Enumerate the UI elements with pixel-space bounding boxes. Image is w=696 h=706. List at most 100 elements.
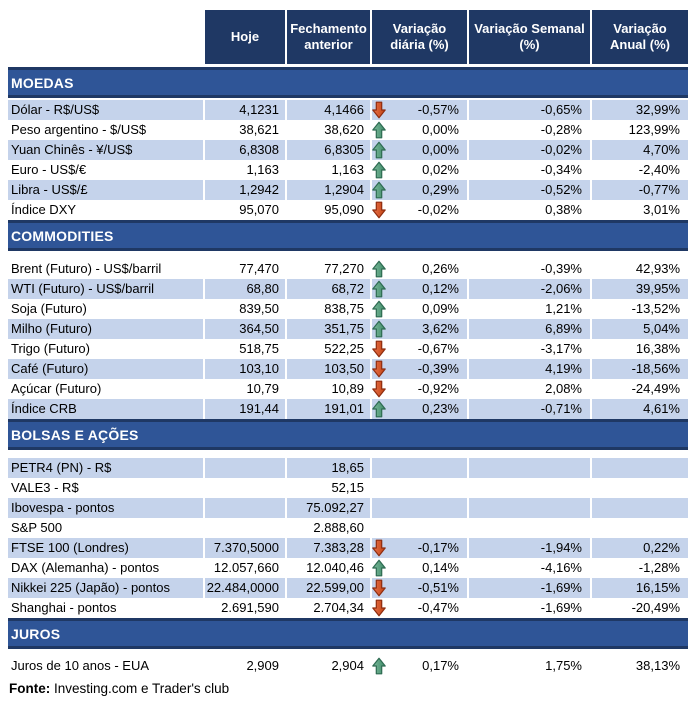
down-arrow-icon (372, 599, 386, 617)
table-row: Índice CRB 191,44 191,01 0,23% -0,71% 4,… (8, 399, 688, 419)
variacao-diaria-value: -0,39% (417, 361, 459, 376)
row-label: Yuan Chinês - ¥/US$ (8, 140, 203, 160)
cell-variacao-diaria (370, 478, 467, 498)
cell-variacao-anual: -20,49% (590, 598, 688, 618)
trend-arrow-slot (372, 478, 391, 498)
cell-variacao-semanal: -0,39% (467, 259, 590, 279)
cell-variacao-diaria: 0,00% (370, 120, 467, 140)
row-label: Dólar - R$/US$ (8, 100, 203, 120)
trend-arrow-slot (372, 578, 391, 598)
cell-variacao-diaria: -0,67% (370, 339, 467, 359)
table-body: MOEDAS Dólar - R$/US$ 4,1231 4,1466 -0,5… (8, 67, 688, 676)
cell-variacao-semanal (467, 518, 590, 538)
cell-variacao-diaria: -0,57% (370, 100, 467, 120)
cell-hoje: 12.057,660 (203, 558, 285, 578)
cell-variacao-anual: 4,61% (590, 399, 688, 419)
table-row: FTSE 100 (Londres) 7.370,5000 7.383,28 -… (8, 538, 688, 558)
cell-hoje (203, 478, 285, 498)
up-arrow-icon (372, 559, 386, 577)
row-label: Soja (Futuro) (11, 301, 87, 316)
trend-arrow-slot (372, 458, 391, 478)
column-header-hoje: Hoje (203, 10, 285, 64)
variacao-diaria-value: 0,17% (422, 658, 459, 673)
cell-variacao-semanal: -0,28% (467, 120, 590, 140)
column-header-variacao-diaria: Variação diária (%) (370, 10, 467, 64)
trend-arrow-slot (372, 359, 391, 379)
table-row: Açúcar (Futuro) 10,79 10,89 -0,92% 2,08%… (8, 379, 688, 399)
row-label: Açúcar (Futuro) (11, 381, 102, 396)
cell-variacao-anual: 3,01% (590, 200, 688, 220)
row-label: Café (Futuro) (8, 359, 203, 379)
cell-fechamento-anterior: 103,50 (285, 359, 370, 379)
trend-arrow-slot (372, 399, 391, 419)
cell-fechamento-anterior: 7.383,28 (285, 538, 370, 558)
cell-variacao-anual: 4,70% (590, 140, 688, 160)
cell-variacao-diaria (370, 498, 467, 518)
variacao-diaria-value: 0,12% (422, 281, 459, 296)
cell-variacao-semanal: 6,89% (467, 319, 590, 339)
cell-variacao-semanal: -1,69% (467, 598, 590, 618)
cell-fechamento-anterior: 6,8305 (285, 140, 370, 160)
up-arrow-icon (372, 300, 386, 318)
section-rows: Juros de 10 anos - EUA 2,909 2,904 0,17%… (8, 656, 688, 676)
down-arrow-icon (372, 101, 386, 119)
cell-variacao-semanal: 1,75% (467, 656, 590, 676)
cell-hoje: 2.691,590 (203, 598, 285, 618)
down-arrow-icon (372, 340, 386, 358)
cell-variacao-semanal: -0,71% (467, 399, 590, 419)
table-row: Trigo (Futuro) 518,75 522,25 -0,67% -3,1… (8, 339, 688, 359)
section-title: MOEDAS (11, 74, 74, 91)
section-header: MOEDAS (8, 67, 688, 98)
trend-arrow-slot (372, 180, 391, 200)
source-label: Fonte: (9, 681, 51, 696)
section-rows: PETR4 (PN) - R$ 18,65 VALE3 - R$ 52,15 I… (8, 458, 688, 618)
column-header-variacao-semanal: Variação Semanal (%) (467, 10, 590, 64)
cell-hoje (203, 518, 285, 538)
cell-fechamento-anterior: 522,25 (285, 339, 370, 359)
cell-variacao-semanal: -0,65% (467, 100, 590, 120)
table-section: MOEDAS Dólar - R$/US$ 4,1231 4,1466 -0,5… (8, 67, 688, 220)
up-arrow-icon (372, 260, 386, 278)
row-label: Libra - US$/£ (8, 180, 203, 200)
cell-hoje: 364,50 (203, 319, 285, 339)
cell-variacao-diaria: 0,09% (370, 299, 467, 319)
trend-arrow-slot (372, 120, 391, 140)
cell-variacao-semanal: -3,17% (467, 339, 590, 359)
trend-arrow-slot (372, 518, 391, 538)
table-row: Dólar - R$/US$ 4,1231 4,1466 -0,57% -0,6… (8, 100, 688, 120)
source-note: Fonte: Investing.com e Trader's club (8, 681, 688, 706)
cell-variacao-diaria: -0,47% (370, 598, 467, 618)
variacao-diaria-value: 0,26% (422, 261, 459, 276)
cell-hoje: 7.370,5000 (203, 538, 285, 558)
cell-variacao-diaria: 0,00% (370, 140, 467, 160)
cell-variacao-anual: -0,77% (590, 180, 688, 200)
trend-arrow-slot (372, 656, 391, 676)
row-label: Euro - US$/€ (11, 162, 87, 177)
cell-variacao-semanal: -2,06% (467, 279, 590, 299)
cell-variacao-diaria: 3,62% (370, 319, 467, 339)
variacao-diaria-value: -0,67% (417, 341, 459, 356)
cell-variacao-anual: 39,95% (590, 279, 688, 299)
cell-fechamento-anterior: 95,090 (285, 200, 370, 220)
table-section: COMMODITIES Brent (Futuro) - US$/barril … (8, 220, 688, 419)
table-row: DAX (Alemanha) - pontos 12.057,660 12.04… (8, 558, 688, 578)
cell-hoje: 1,2942 (203, 180, 285, 200)
table-row: PETR4 (PN) - R$ 18,65 (8, 458, 688, 478)
up-arrow-icon (372, 141, 386, 159)
cell-variacao-semanal: 4,19% (467, 359, 590, 379)
cell-hoje: 4,1231 (203, 100, 285, 120)
cell-hoje: 191,44 (203, 399, 285, 419)
trend-arrow-slot (372, 140, 391, 160)
row-label: DAX (Alemanha) - pontos (11, 560, 160, 575)
cell-fechamento-anterior: 10,89 (285, 379, 370, 399)
table-row: Ibovespa - pontos 75.092,27 (8, 498, 688, 518)
trend-arrow-slot (372, 538, 391, 558)
cell-hoje: 77,470 (203, 259, 285, 279)
row-label: Brent (Futuro) - US$/barril (11, 261, 162, 276)
cell-hoje (203, 458, 285, 478)
cell-variacao-semanal (467, 458, 590, 478)
row-label: Ibovespa - pontos (8, 498, 203, 518)
trend-arrow-slot (372, 558, 391, 578)
cell-variacao-anual: -18,56% (590, 359, 688, 379)
